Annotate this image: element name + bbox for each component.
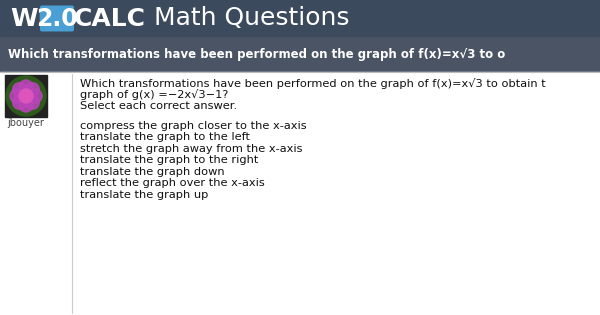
Circle shape — [28, 89, 42, 103]
Text: Which transformations have been performed on the graph of f(x)=x√3 to o: Which transformations have been performe… — [8, 48, 505, 61]
Circle shape — [25, 83, 40, 97]
Text: WEB: WEB — [10, 7, 74, 31]
Circle shape — [19, 89, 33, 103]
Text: 2.0: 2.0 — [36, 7, 78, 31]
Bar — [0, 72, 600, 315]
Circle shape — [19, 98, 33, 112]
Text: stretch the graph away from the x-axis: stretch the graph away from the x-axis — [80, 144, 302, 153]
Text: compress the graph closer to the x-axis: compress the graph closer to the x-axis — [80, 121, 307, 130]
Circle shape — [19, 80, 33, 94]
Bar — [0, 37, 600, 72]
Text: Select each correct answer.: Select each correct answer. — [80, 101, 237, 111]
Circle shape — [6, 76, 46, 116]
Bar — [5, 75, 47, 117]
Text: reflect the graph over the x-axis: reflect the graph over the x-axis — [80, 178, 265, 188]
Text: translate the graph to the left: translate the graph to the left — [80, 132, 250, 142]
Circle shape — [13, 95, 26, 109]
Text: jbouyer: jbouyer — [8, 118, 44, 128]
FancyBboxPatch shape — [40, 5, 74, 32]
Circle shape — [10, 89, 24, 103]
Text: translate the graph to the right: translate the graph to the right — [80, 155, 259, 165]
Text: translate the graph down: translate the graph down — [80, 167, 224, 176]
Bar — [0, 0, 600, 37]
Text: translate the graph up: translate the graph up — [80, 190, 208, 199]
Text: CALC: CALC — [74, 7, 146, 31]
Text: graph of g(x) =−2x√3−1?: graph of g(x) =−2x√3−1? — [80, 89, 229, 100]
Circle shape — [13, 83, 26, 97]
Text: Which transformations have been performed on the graph of f(x)=x√3 to obtain t: Which transformations have been performe… — [80, 78, 546, 89]
Text: Math Questions: Math Questions — [130, 7, 349, 31]
Circle shape — [25, 95, 40, 109]
